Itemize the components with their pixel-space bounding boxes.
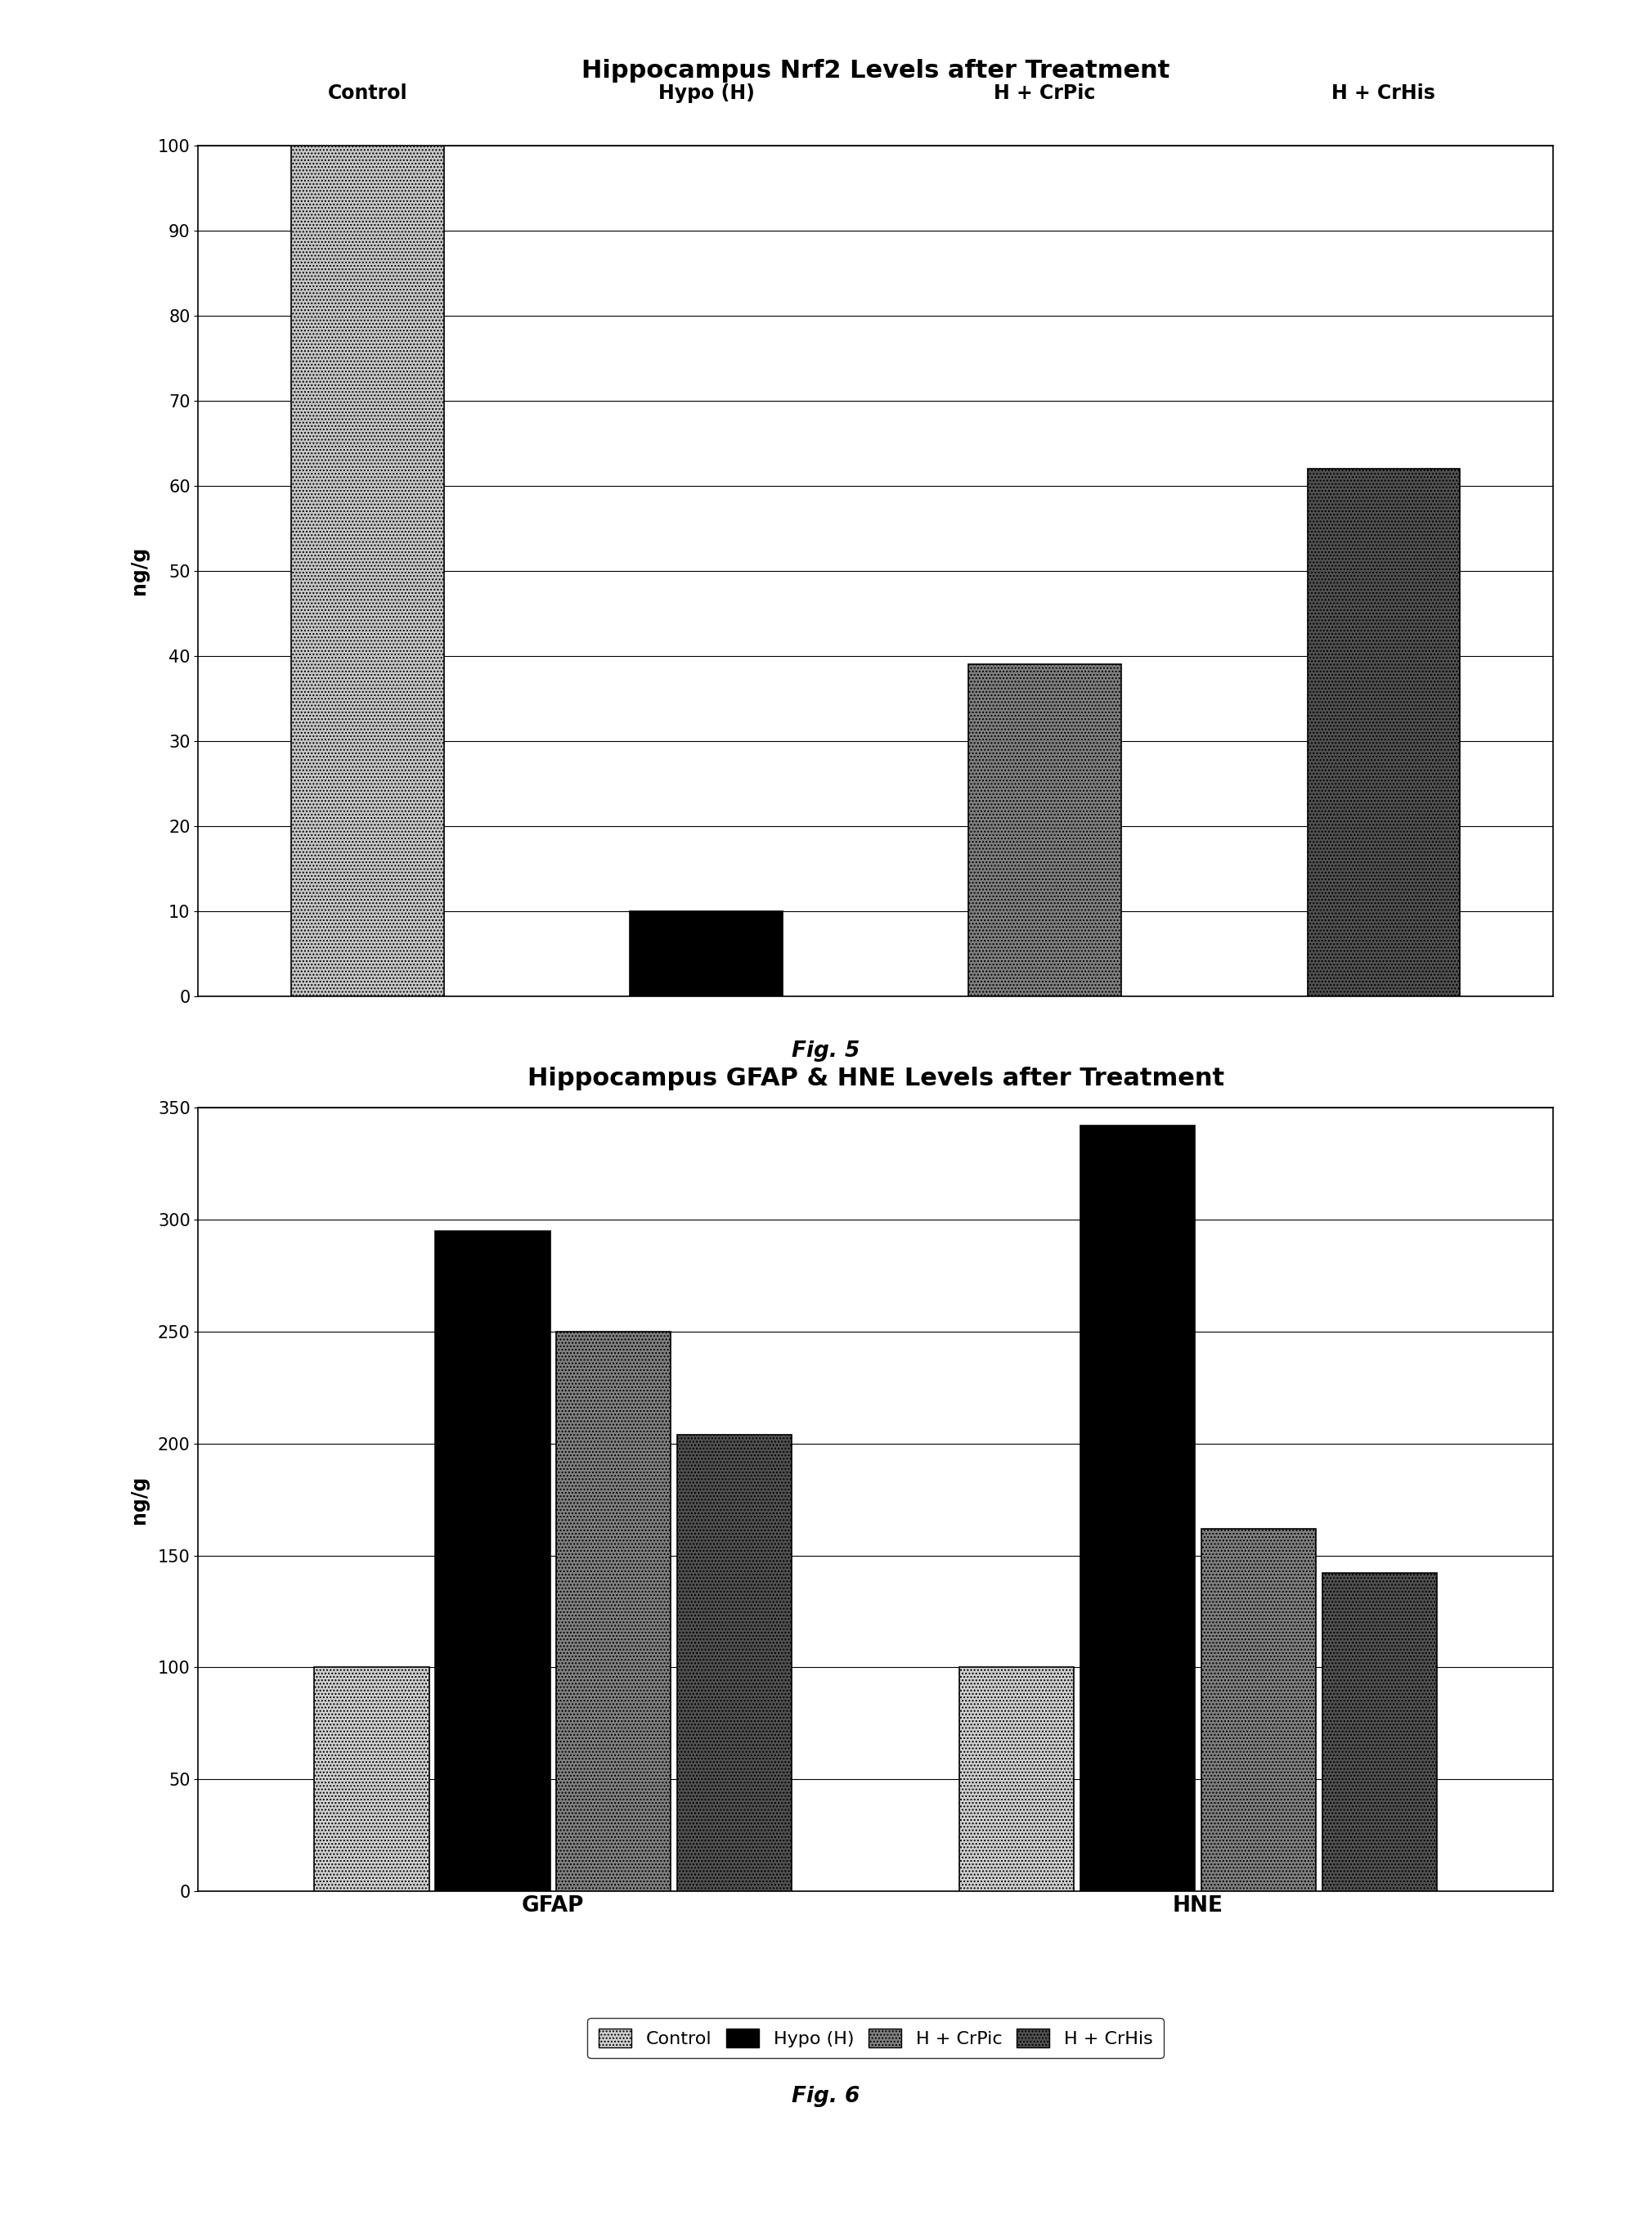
Text: H + CrHis: H + CrHis bbox=[1332, 83, 1436, 103]
Title: Hippocampus Nrf2 Levels after Treatment: Hippocampus Nrf2 Levels after Treatment bbox=[582, 58, 1170, 83]
Bar bbox=[291, 145, 444, 996]
Bar bbox=[1080, 1126, 1194, 1891]
Y-axis label: ng/g: ng/g bbox=[129, 546, 149, 595]
Bar bbox=[434, 1231, 550, 1891]
Bar bbox=[557, 1332, 671, 1891]
Text: Fig. 5: Fig. 5 bbox=[791, 1041, 861, 1063]
Text: Fig. 6: Fig. 6 bbox=[791, 2086, 861, 2108]
Legend: Control, Hypo (H), H + CrPic, H + CrHis: Control, Hypo (H), H + CrPic, H + CrHis bbox=[588, 2019, 1163, 2059]
Bar bbox=[1322, 1573, 1437, 1891]
Title: Hippocampus GFAP & HNE Levels after Treatment: Hippocampus GFAP & HNE Levels after Trea… bbox=[527, 1065, 1224, 1090]
Bar bbox=[1307, 468, 1460, 996]
Bar bbox=[1201, 1529, 1317, 1891]
Bar bbox=[960, 1667, 1074, 1891]
Bar bbox=[677, 1435, 791, 1891]
Text: H + CrPic: H + CrPic bbox=[995, 83, 1095, 103]
Bar bbox=[629, 911, 783, 996]
Bar bbox=[314, 1667, 430, 1891]
Y-axis label: ng/g: ng/g bbox=[129, 1475, 149, 1524]
Text: Hypo (H): Hypo (H) bbox=[657, 83, 755, 103]
Text: Control: Control bbox=[327, 83, 408, 103]
Bar bbox=[968, 665, 1122, 996]
